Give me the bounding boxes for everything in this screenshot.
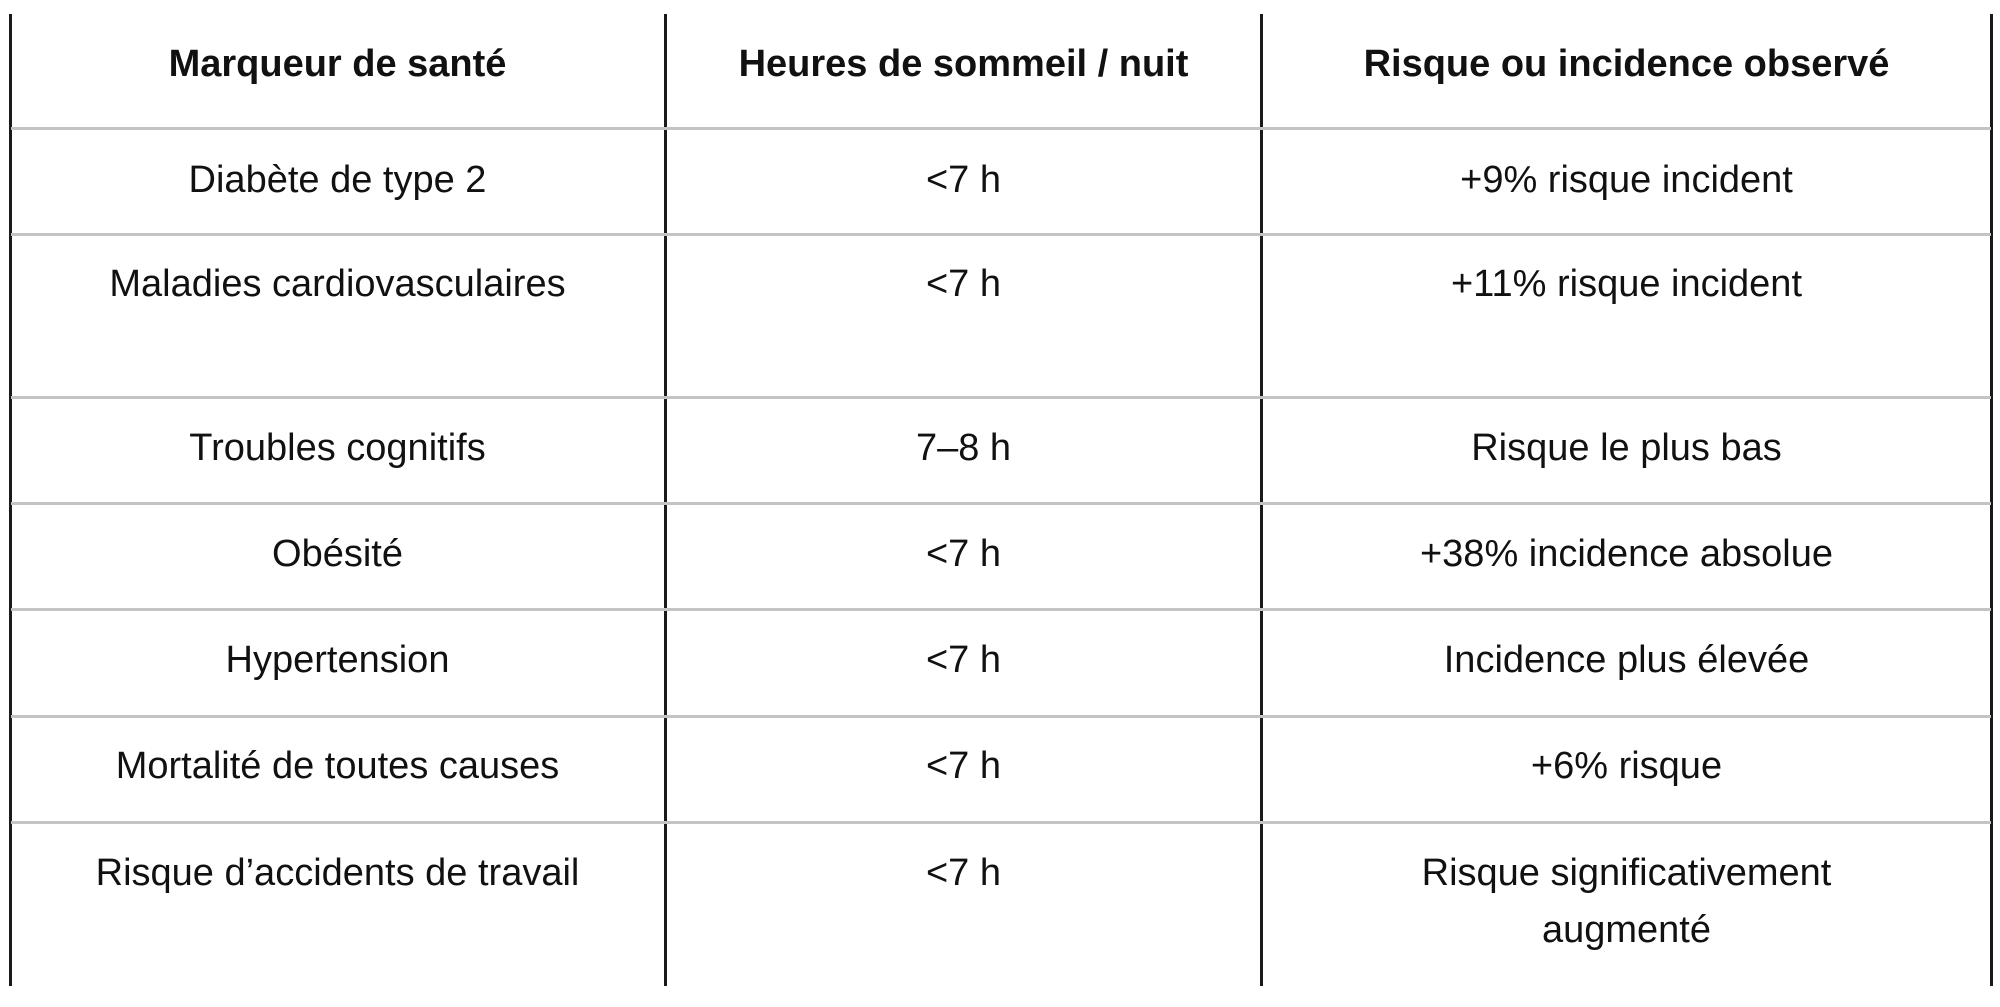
- cell-health-marker: Troubles cognitifs: [189, 427, 486, 469]
- cell-sleep-hours: <7 h: [925, 745, 1002, 787]
- cell-health-marker: Maladies cardiovasculaires: [109, 263, 566, 305]
- row-separator: [11, 502, 1991, 505]
- cell-health-marker: Obésité: [272, 533, 403, 575]
- cell-sleep-hours: <7 h: [925, 159, 1002, 201]
- cell-observed-risk: +11% risque incident: [1450, 263, 1803, 305]
- cell-sleep-hours: <7 h: [925, 263, 1002, 305]
- cell-sleep-hours: <7 h: [925, 852, 1002, 894]
- cell-observed-risk: +38% incidence absolue: [1419, 533, 1834, 575]
- cell-sleep-hours: 7–8 h: [915, 427, 1012, 469]
- header-health-marker: Marqueur de santé: [168, 43, 507, 85]
- column-border-right: [1990, 14, 1993, 986]
- column-border-2: [1260, 14, 1263, 986]
- row-separator: [11, 608, 1991, 611]
- header-observed-risk: Risque ou incidence observé: [1363, 43, 1890, 85]
- cell-observed-risk: +9% risque incident: [1460, 159, 1793, 201]
- column-border-1: [664, 14, 667, 986]
- row-separator: [11, 715, 1991, 718]
- cell-health-marker: Diabète de type 2: [188, 159, 487, 201]
- cell-observed-risk: +6% risque: [1530, 745, 1723, 787]
- row-separator: [11, 396, 1991, 399]
- cell-observed-risk: Risque significativement augmenté: [1421, 852, 1832, 951]
- cell-health-marker: Hypertension: [225, 639, 450, 681]
- cell-health-marker: Risque d’accidents de travail: [95, 852, 580, 894]
- cell-sleep-hours: <7 h: [925, 639, 1002, 681]
- header-sleep-hours: Heures de sommeil / nuit: [738, 43, 1189, 85]
- column-border-left: [9, 14, 12, 986]
- cell-observed-risk: Incidence plus élevée: [1443, 639, 1810, 681]
- row-separator: [11, 233, 1991, 236]
- row-separator: [11, 127, 1991, 130]
- row-separator: [11, 821, 1991, 824]
- cell-observed-risk: Risque le plus bas: [1471, 427, 1782, 469]
- cell-health-marker: Mortalité de toutes causes: [115, 745, 560, 787]
- cell-sleep-hours: <7 h: [925, 533, 1002, 575]
